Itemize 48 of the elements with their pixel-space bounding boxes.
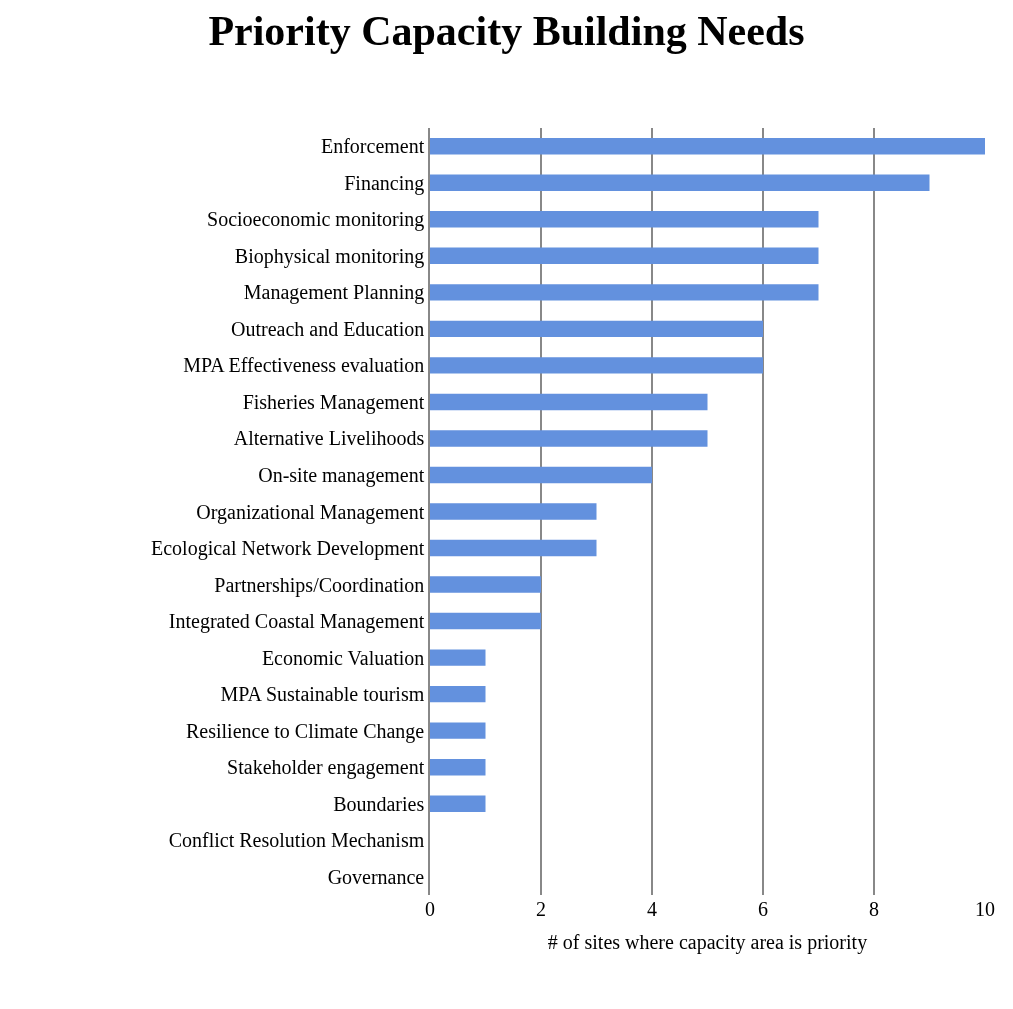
bar bbox=[430, 320, 763, 338]
y-tick-label: Governance bbox=[327, 865, 425, 888]
y-tick-label: On-site management bbox=[258, 463, 425, 487]
bar bbox=[430, 758, 486, 776]
y-tick-label: Alternative Livelihoods bbox=[233, 427, 425, 450]
bar bbox=[430, 174, 930, 191]
y-tick-label: Integrated Coastal Management bbox=[168, 610, 425, 634]
y-tick-label: Outreach and Education bbox=[230, 317, 425, 340]
bar bbox=[430, 612, 541, 630]
y-tick-label: Stakeholder engagement bbox=[227, 756, 425, 780]
x-tick-label: 10 bbox=[975, 898, 995, 920]
bar bbox=[430, 649, 486, 666]
bar bbox=[430, 722, 486, 739]
y-tick-label: Organizational Management bbox=[196, 500, 425, 524]
y-tick-label: Conflict Resolution Mechanism bbox=[168, 829, 425, 852]
y-tick-label: MPA Effectiveness evaluation bbox=[183, 354, 425, 377]
bar bbox=[430, 430, 708, 447]
y-tick-label: Biophysical monitoring bbox=[234, 244, 425, 268]
y-tick-label: Ecological Network Development bbox=[151, 537, 425, 561]
bar bbox=[430, 576, 541, 593]
x-tick-label: 2 bbox=[536, 898, 546, 920]
y-tick-label: MPA Sustainable tourism bbox=[220, 683, 425, 706]
bar bbox=[430, 466, 652, 484]
chart-title: Priority Capacity Building Needs bbox=[208, 7, 805, 54]
y-tick-label: Financing bbox=[344, 171, 425, 195]
bar bbox=[430, 795, 486, 812]
x-axis-title: # of sites where capacity area is priority bbox=[547, 930, 868, 954]
bar bbox=[430, 503, 597, 520]
bar bbox=[430, 211, 819, 228]
bar bbox=[430, 357, 763, 374]
bar bbox=[430, 284, 819, 301]
bar bbox=[430, 539, 597, 557]
y-tick-label: Fisheries Management bbox=[242, 390, 425, 414]
x-tick-label: 0 bbox=[425, 898, 435, 920]
x-tick-label: 6 bbox=[758, 898, 768, 920]
bar bbox=[430, 138, 985, 155]
y-tick-label: Boundaries bbox=[333, 792, 425, 815]
y-tick-label: Partnerships/Coordination bbox=[214, 573, 425, 597]
y-tick-label: Economic Valuation bbox=[261, 646, 425, 669]
y-tick-label: Socioeconomic monitoring bbox=[207, 208, 425, 232]
bar bbox=[430, 247, 819, 265]
y-tick-label: Resilience to Climate Change bbox=[185, 719, 425, 743]
y-tick-label: Management Planning bbox=[243, 281, 425, 305]
x-tick-label: 4 bbox=[647, 898, 657, 920]
x-tick-label: 8 bbox=[869, 898, 879, 920]
bar bbox=[430, 393, 708, 411]
y-tick-label: Enforcement bbox=[320, 135, 425, 158]
bar bbox=[430, 685, 486, 703]
